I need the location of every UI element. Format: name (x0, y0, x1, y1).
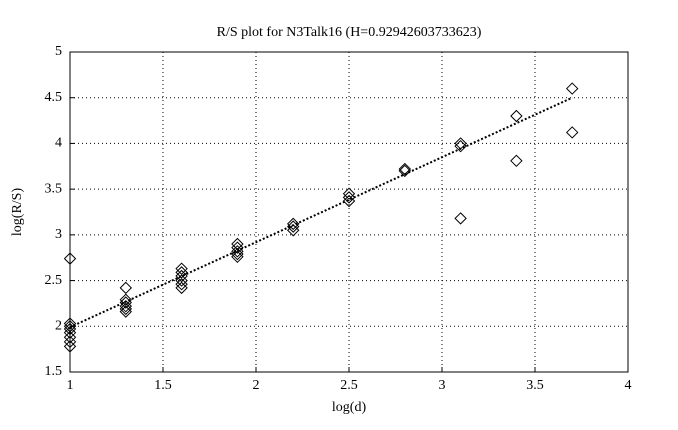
data-point (454, 139, 467, 153)
data-point (119, 281, 133, 295)
data-point (231, 245, 244, 258)
data-point (231, 237, 244, 251)
data-point (63, 317, 77, 330)
data-point (231, 250, 244, 264)
plot-frame (69, 51, 629, 373)
data-point (454, 212, 467, 225)
x-axis-label: log(d) (332, 400, 367, 415)
data-point (342, 191, 356, 204)
x-tick-label: 1 (67, 378, 74, 393)
data-point (175, 281, 188, 295)
data-point (63, 252, 77, 265)
data-point (510, 154, 523, 168)
data-point (63, 326, 77, 339)
x-tick-label: 3.5 (526, 378, 544, 393)
data-point (286, 220, 300, 233)
data-point (565, 126, 579, 139)
data-point (398, 164, 412, 178)
x-tick-label: 2.5 (340, 378, 358, 393)
y-tick-label: 4 (55, 136, 62, 151)
data-point (175, 278, 188, 291)
y-tick-label: 5 (55, 44, 62, 59)
y-tick-label: 1.5 (45, 364, 63, 379)
data-point (231, 241, 244, 254)
data-point (63, 340, 77, 353)
data-point (63, 331, 77, 344)
data-point (175, 269, 188, 283)
y-tick-label: 3 (55, 227, 62, 242)
x-tick-label: 4 (625, 378, 632, 393)
y-tick-label: 2 (55, 319, 62, 334)
data-point (175, 262, 188, 275)
data-point (398, 162, 412, 176)
data-point (342, 194, 356, 208)
data-point (119, 305, 133, 318)
x-tick-label: 2 (253, 378, 260, 393)
data-point (63, 322, 77, 336)
fit-line (69, 96, 573, 329)
data-point (175, 274, 188, 287)
data-point (286, 217, 300, 231)
data-point (175, 266, 188, 279)
x-tick-label: 3 (439, 378, 446, 393)
y-tick-label: 3.5 (45, 181, 63, 196)
x-tick-label: 1.5 (154, 378, 172, 393)
data-point (119, 302, 133, 316)
y-tick-label: 4.5 (45, 90, 63, 105)
y-axis-label: log(R/S) (10, 188, 25, 237)
data-point (565, 82, 579, 95)
chart-title: R/S plot for N3Talk16 (H=0.9294260373362… (217, 25, 482, 40)
data-point (286, 224, 300, 237)
data-point (63, 335, 77, 349)
y-tick-label: 2.5 (45, 273, 63, 288)
data-point (119, 293, 133, 306)
data-point (510, 109, 523, 123)
data-point (342, 187, 356, 200)
